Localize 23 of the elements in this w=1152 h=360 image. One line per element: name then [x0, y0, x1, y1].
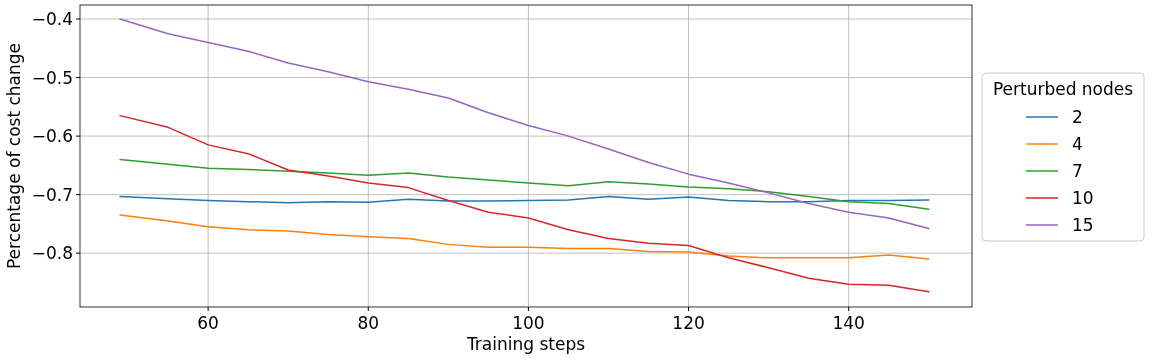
legend-label: 2: [1072, 106, 1083, 127]
x-tick-label: 80: [357, 313, 380, 333]
line-series: [119, 158, 930, 211]
legend-label: 10: [1072, 187, 1094, 208]
x-tick-label: 60: [197, 313, 219, 333]
legend-label: 7: [1072, 160, 1083, 181]
legend-label: 15: [1072, 214, 1094, 235]
line-series: [119, 195, 930, 204]
y-tick-label: −0.6: [31, 126, 73, 147]
line-series: [119, 114, 930, 293]
x-tick-label: 120: [672, 313, 705, 333]
line-series: [119, 214, 930, 260]
x-tick-label: 140: [832, 313, 865, 333]
y-axis-title: Percentage of cost change: [4, 42, 24, 270]
x-axis-title: Training steps: [465, 334, 586, 354]
y-tick-label: −0.4: [31, 9, 73, 29]
y-tick-label: −0.5: [31, 67, 73, 88]
y-tick-label: −0.8: [31, 243, 73, 264]
legend-title: Perturbed nodes: [992, 79, 1134, 99]
legend-label: 4: [1072, 133, 1083, 154]
y-tick-label: −0.7: [31, 184, 73, 205]
line-series: [119, 18, 930, 230]
x-tick-label: 100: [512, 313, 545, 333]
